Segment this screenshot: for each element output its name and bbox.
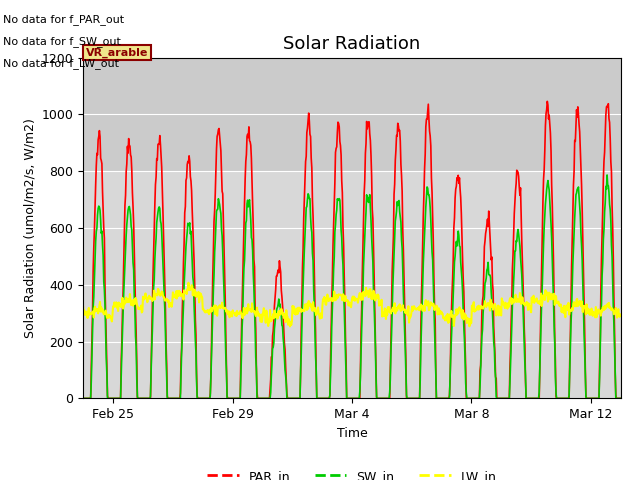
Bar — [83, 58, 621, 171]
Text: No data for f_PAR_out: No data for f_PAR_out — [3, 14, 124, 25]
Text: VR_arable: VR_arable — [86, 48, 148, 58]
X-axis label: Time: Time — [337, 427, 367, 440]
Legend: PAR_in, SW_in, LW_in: PAR_in, SW_in, LW_in — [202, 465, 502, 480]
Text: No data for f_LW_out: No data for f_LW_out — [3, 58, 119, 69]
Title: Solar Radiation: Solar Radiation — [284, 35, 420, 53]
Y-axis label: Solar Radiation (umol/m2/s, W/m2): Solar Radiation (umol/m2/s, W/m2) — [23, 118, 36, 338]
Text: No data for f_SW_out: No data for f_SW_out — [3, 36, 121, 47]
